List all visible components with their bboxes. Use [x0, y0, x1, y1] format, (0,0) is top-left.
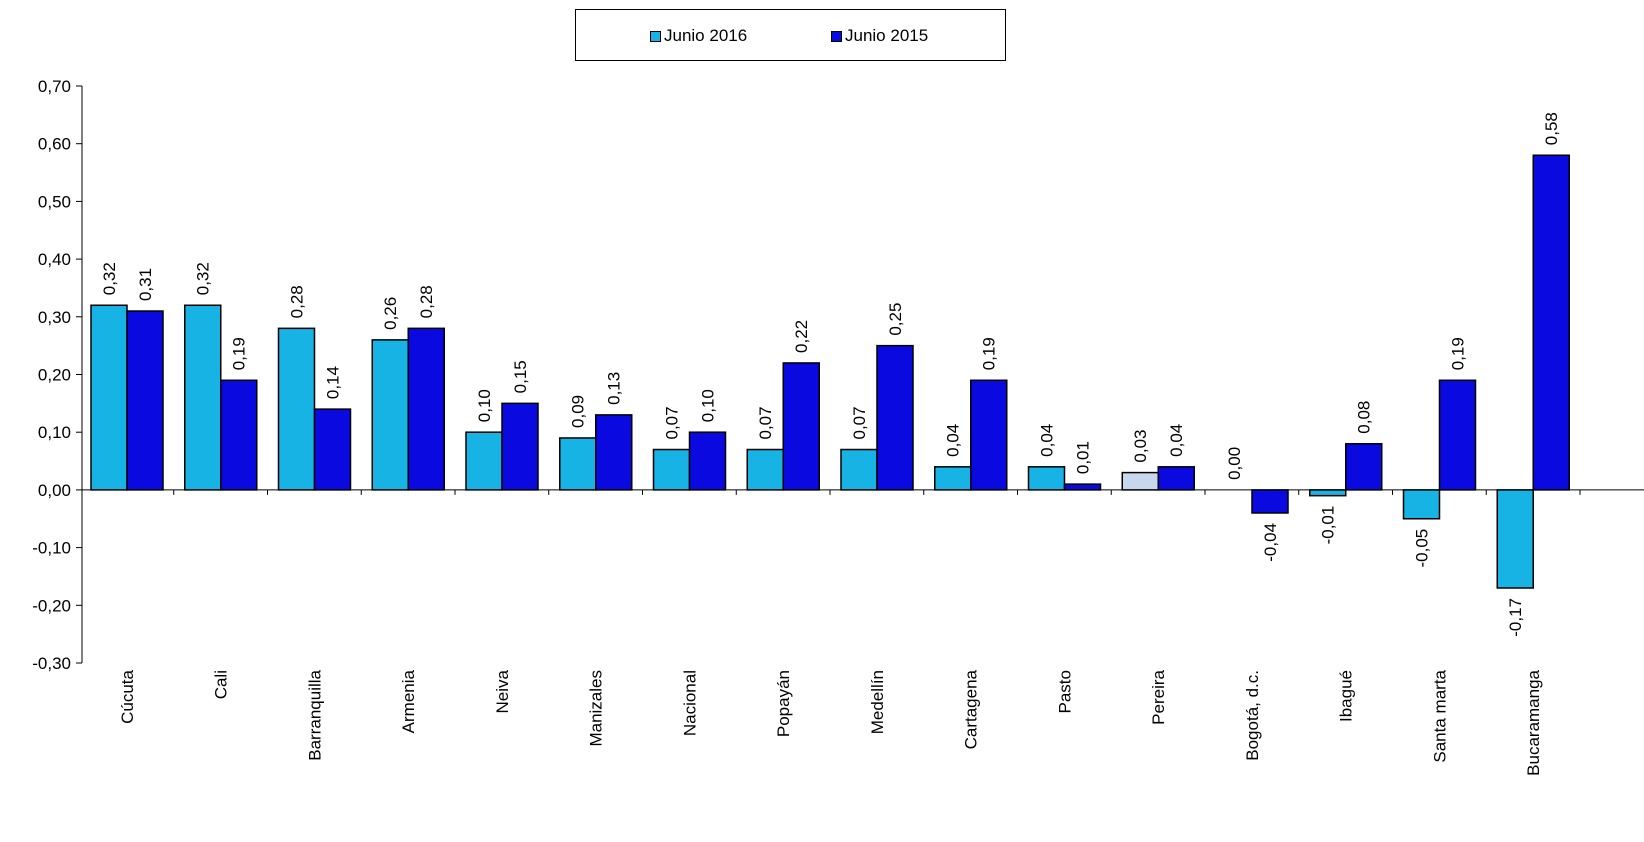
x-tick-label: Pasto: [1055, 670, 1074, 713]
x-tick-label: Armenia: [399, 669, 418, 733]
bar-junio-2016: [1402, 489, 1441, 520]
data-label: 0,13: [605, 372, 624, 405]
data-label: 0,28: [417, 285, 436, 318]
y-tick-label: 0,20: [38, 366, 71, 385]
bar-junio-2016: [746, 448, 784, 491]
data-label: -0,05: [1413, 529, 1432, 568]
y-tick-label: 0,30: [38, 308, 71, 327]
data-label: 0,14: [324, 366, 343, 399]
y-tick-label: -0,20: [32, 596, 71, 615]
legend-item-junio-2015: Junio 2015: [831, 26, 928, 46]
bar-junio-2016: [465, 431, 503, 491]
bar-junio-2015: [595, 414, 633, 491]
bar-junio-2016: [371, 339, 409, 491]
data-label: 0,08: [1355, 401, 1374, 434]
x-tick-label: Santa marta: [1430, 669, 1449, 762]
data-label: 0,10: [475, 389, 494, 422]
bar-junio-2015: [1251, 489, 1289, 514]
x-tick-label: Medellín: [868, 670, 887, 734]
data-label: 0,25: [886, 303, 905, 336]
data-label: 0,00: [1225, 447, 1244, 480]
bar-junio-2015: [313, 408, 352, 491]
data-label: 0,31: [136, 268, 155, 301]
legend-swatch-junio-2015: [831, 30, 842, 42]
x-tick-label: Barranquilla: [305, 669, 324, 760]
legend-swatch-junio-2016: [650, 30, 661, 42]
data-label: 0,19: [230, 337, 249, 370]
bar-junio-2015: [970, 379, 1008, 491]
data-label: 0,15: [511, 360, 530, 393]
bar-junio-2016: [90, 304, 128, 491]
bar-junio-2016: [934, 466, 972, 491]
data-label: 0,04: [1038, 424, 1057, 457]
bar-junio-2016: [1496, 489, 1534, 589]
y-tick-label: 0,70: [38, 77, 71, 96]
data-label: 0,07: [663, 406, 682, 439]
x-tick-label: Popayán: [774, 670, 793, 737]
data-label: 0,03: [1131, 429, 1150, 462]
y-tick-label: 0,40: [38, 250, 71, 269]
legend-label-junio-2016: Junio 2016: [664, 26, 748, 45]
data-label: 0,07: [756, 406, 775, 439]
bar-junio-2015: [782, 362, 820, 491]
bar-junio-2015: [501, 402, 539, 491]
legend-label-junio-2015: Junio 2015: [845, 26, 929, 45]
data-label: 0,04: [1167, 424, 1186, 457]
bar-junio-2016: [277, 327, 316, 491]
data-label: 0,19: [980, 337, 999, 370]
data-label: 0,07: [850, 406, 869, 439]
x-tick-label: Nacional: [680, 670, 699, 736]
data-label: 0,10: [699, 389, 718, 422]
x-tick-label: Ibagué: [1337, 670, 1356, 722]
legend: Junio 2016 Junio 2015: [575, 9, 1006, 61]
bar-junio-2015: [1438, 379, 1477, 491]
x-tick-label: Pereira: [1149, 669, 1168, 724]
x-tick-label: Manizales: [587, 670, 606, 747]
x-tick-label: Neiva: [493, 669, 512, 713]
data-label: 0,09: [569, 395, 588, 428]
data-label: -0,17: [1506, 598, 1525, 637]
bar-junio-2015: [407, 327, 445, 491]
data-label: 0,32: [194, 262, 213, 295]
data-label: 0,19: [1449, 337, 1468, 370]
bar-junio-2016: [184, 304, 222, 491]
bar-junio-2016: [1309, 489, 1347, 497]
data-label: 0,32: [100, 262, 119, 295]
x-tick-label: Bucaramanga: [1524, 669, 1543, 775]
y-tick-label: 0,60: [38, 135, 71, 154]
y-tick-label: 0,00: [38, 481, 71, 500]
y-tick-label: 0,10: [38, 423, 71, 442]
bar-junio-2016: [840, 448, 878, 491]
bar-junio-2015: [1532, 154, 1570, 491]
data-label: -0,01: [1319, 506, 1338, 545]
data-label: 0,28: [288, 285, 307, 318]
bar-junio-2016: [1121, 471, 1159, 491]
bar-junio-2016: [559, 437, 597, 491]
legend-item-junio-2016: Junio 2016: [650, 26, 747, 46]
x-tick-label: Cali: [212, 670, 231, 699]
bar-junio-2016: [1027, 466, 1066, 491]
data-label: -0,04: [1261, 523, 1280, 562]
x-tick-label: Bogotá, d.c.: [1243, 670, 1262, 761]
data-label: 0,01: [1074, 441, 1093, 474]
bar-junio-2015: [1345, 442, 1383, 491]
y-tick-label: 0,50: [38, 192, 71, 211]
data-label: 0,22: [792, 320, 811, 353]
bar-junio-2015: [1157, 466, 1195, 491]
bar-junio-2015: [876, 344, 914, 491]
bar-junio-2015: [220, 379, 258, 491]
bar-junio-2015: [126, 310, 164, 491]
y-tick-label: -0,10: [32, 539, 71, 558]
data-label: 0,58: [1542, 112, 1561, 145]
bar-junio-2015: [1063, 483, 1102, 491]
data-label: 0,26: [381, 297, 400, 330]
data-label: 0,04: [944, 424, 963, 457]
y-tick-label: -0,30: [32, 654, 71, 673]
bar-junio-2015: [688, 431, 727, 491]
x-tick-label: Cúcuta: [118, 669, 137, 723]
x-tick-label: Cartagena: [962, 669, 981, 749]
bar-junio-2016: [652, 448, 691, 491]
